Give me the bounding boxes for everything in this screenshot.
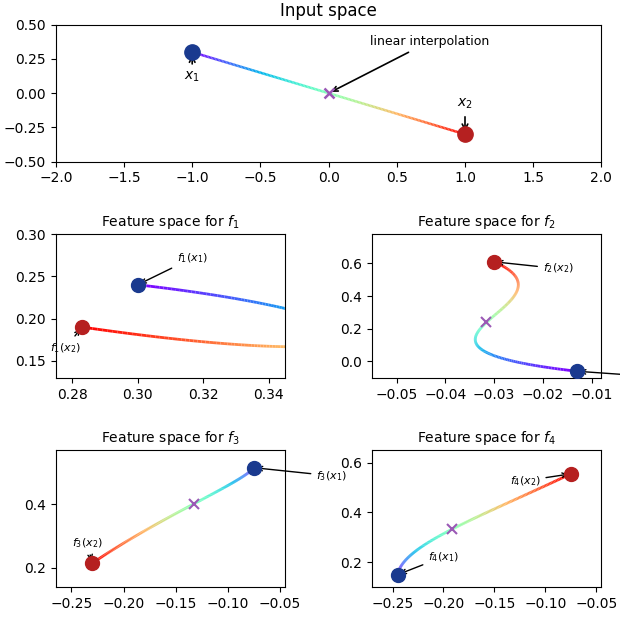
- Text: $f_4(x_1)$: $f_4(x_1)$: [402, 550, 459, 574]
- Title: Feature space for $f_2$: Feature space for $f_2$: [417, 213, 556, 231]
- Text: $x_1$: $x_1$: [184, 57, 200, 84]
- Title: Input space: Input space: [280, 2, 377, 20]
- Text: $f_2(x_1)$: $f_2(x_1)$: [582, 370, 620, 383]
- Text: $f_4(x_2)$: $f_4(x_2)$: [510, 473, 567, 488]
- Text: linear interpolation: linear interpolation: [333, 35, 489, 91]
- Title: Feature space for $f_3$: Feature space for $f_3$: [101, 429, 240, 447]
- Title: Feature space for $f_1$: Feature space for $f_1$: [101, 213, 240, 231]
- Text: $f_1(x_1)$: $f_1(x_1)$: [141, 252, 208, 283]
- Title: Feature space for $f_4$: Feature space for $f_4$: [417, 429, 556, 447]
- Text: $f_2(x_2)$: $f_2(x_2)$: [498, 261, 574, 276]
- Text: $f_3(x_2)$: $f_3(x_2)$: [72, 536, 102, 559]
- Text: $x_2$: $x_2$: [457, 97, 473, 130]
- Text: $f_3(x_1)$: $f_3(x_1)$: [258, 467, 347, 483]
- Text: $f_1(x_2)$: $f_1(x_2)$: [50, 331, 81, 355]
